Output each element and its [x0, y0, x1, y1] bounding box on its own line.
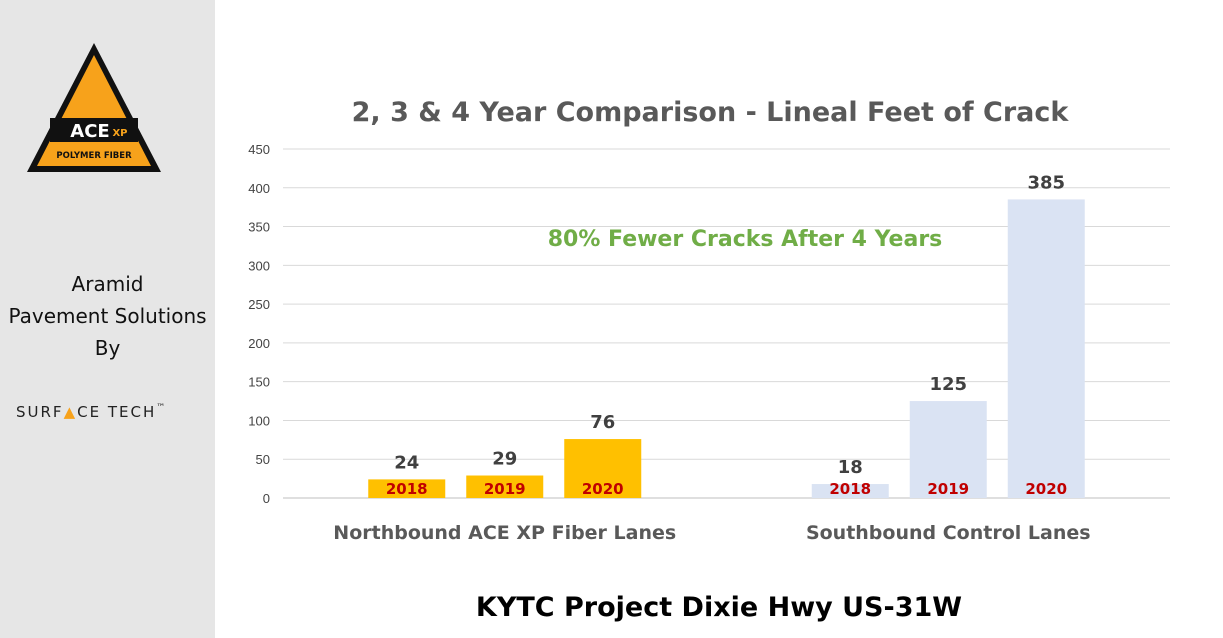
data-label-0-2018: 24: [394, 452, 419, 473]
x-category-label-1: Southbound Control Lanes: [806, 522, 1091, 544]
bar-0-2020: [564, 439, 642, 498]
data-label-1-2019: 125: [929, 374, 967, 395]
year-label-0-2018: 2018: [386, 480, 428, 498]
y-tick-label-450: 450: [248, 142, 270, 157]
brand-text-end: CE TECH: [77, 403, 157, 421]
logo-sub-text: XP: [112, 128, 127, 139]
data-label-0-2020: 76: [590, 412, 615, 433]
data-label-0-2019: 29: [492, 449, 517, 470]
footer-title: KYTC Project Dixie Hwy US-31W: [475, 592, 963, 623]
sidebar-line-aramid: Aramid: [71, 272, 144, 296]
logo-tagline: POLYMER FIBER: [56, 151, 132, 161]
sidebar: ACE XP POLYMER FIBER Aramid Pavement Sol…: [0, 0, 215, 638]
chart-title: 2, 3 & 4 Year Comparison - Lineal Feet o…: [352, 97, 1070, 128]
bar-0-2018: [368, 479, 446, 498]
y-tick-label-0: 0: [263, 491, 270, 506]
year-label-1-2020: 2020: [1025, 480, 1067, 498]
ace-xp-logo: ACE XP POLYMER FIBER: [27, 43, 161, 172]
surface-tech-logo: SURF▲CE TECH™: [16, 403, 167, 421]
logo-main-text: ACE: [70, 121, 109, 142]
y-tick-label-150: 150: [248, 375, 270, 390]
brand-triangle-icon: ▲: [63, 403, 78, 421]
chart-gridlines: [283, 148, 1170, 499]
y-axis-ticks: 0 50 100 150 200 250 300 350 400 450: [248, 142, 270, 506]
bar-1-2018: [811, 484, 889, 498]
x-category-label-0: Northbound ACE XP Fiber Lanes: [333, 522, 676, 544]
chart-annotation: 80% Fewer Cracks After 4 Years: [548, 227, 943, 252]
y-tick-label-250: 250: [248, 297, 270, 312]
y-tick-label-50: 50: [256, 452, 270, 467]
logo-inner-triangle: [37, 55, 151, 166]
year-label-0-2019: 2019: [484, 480, 526, 498]
year-label-0-2020: 2020: [582, 480, 624, 498]
year-label-1-2019: 2019: [927, 480, 969, 498]
sidebar-line-pavement: Pavement Solutions: [8, 304, 207, 328]
logo-band: [50, 118, 138, 142]
y-tick-label-300: 300: [248, 258, 270, 273]
x-axis-categories: Northbound ACE XP Fiber Lanes Southbound …: [333, 522, 1090, 544]
bar-chart: 2, 3 & 4 Year Comparison - Lineal Feet o…: [248, 97, 1170, 544]
bar-1-2020: [1007, 199, 1085, 498]
brand-text-start: SURF: [16, 403, 64, 421]
brand-trademark: ™: [156, 403, 168, 413]
data-label-1-2018: 18: [838, 457, 863, 478]
bar-0-2019: [466, 475, 544, 498]
y-tick-label-100: 100: [248, 413, 270, 428]
y-tick-label-400: 400: [248, 181, 270, 196]
year-label-1-2018: 2018: [829, 480, 871, 498]
y-tick-label-200: 200: [248, 336, 270, 351]
bar-1-2019: [909, 401, 987, 498]
y-tick-label-350: 350: [248, 220, 270, 235]
chart-bars: 24 2018 29 2019 76 2020 18 2018 125 2019 385 2020: [368, 172, 1085, 498]
sidebar-line-by: By: [94, 336, 121, 360]
data-label-1-2020: 385: [1027, 172, 1065, 193]
